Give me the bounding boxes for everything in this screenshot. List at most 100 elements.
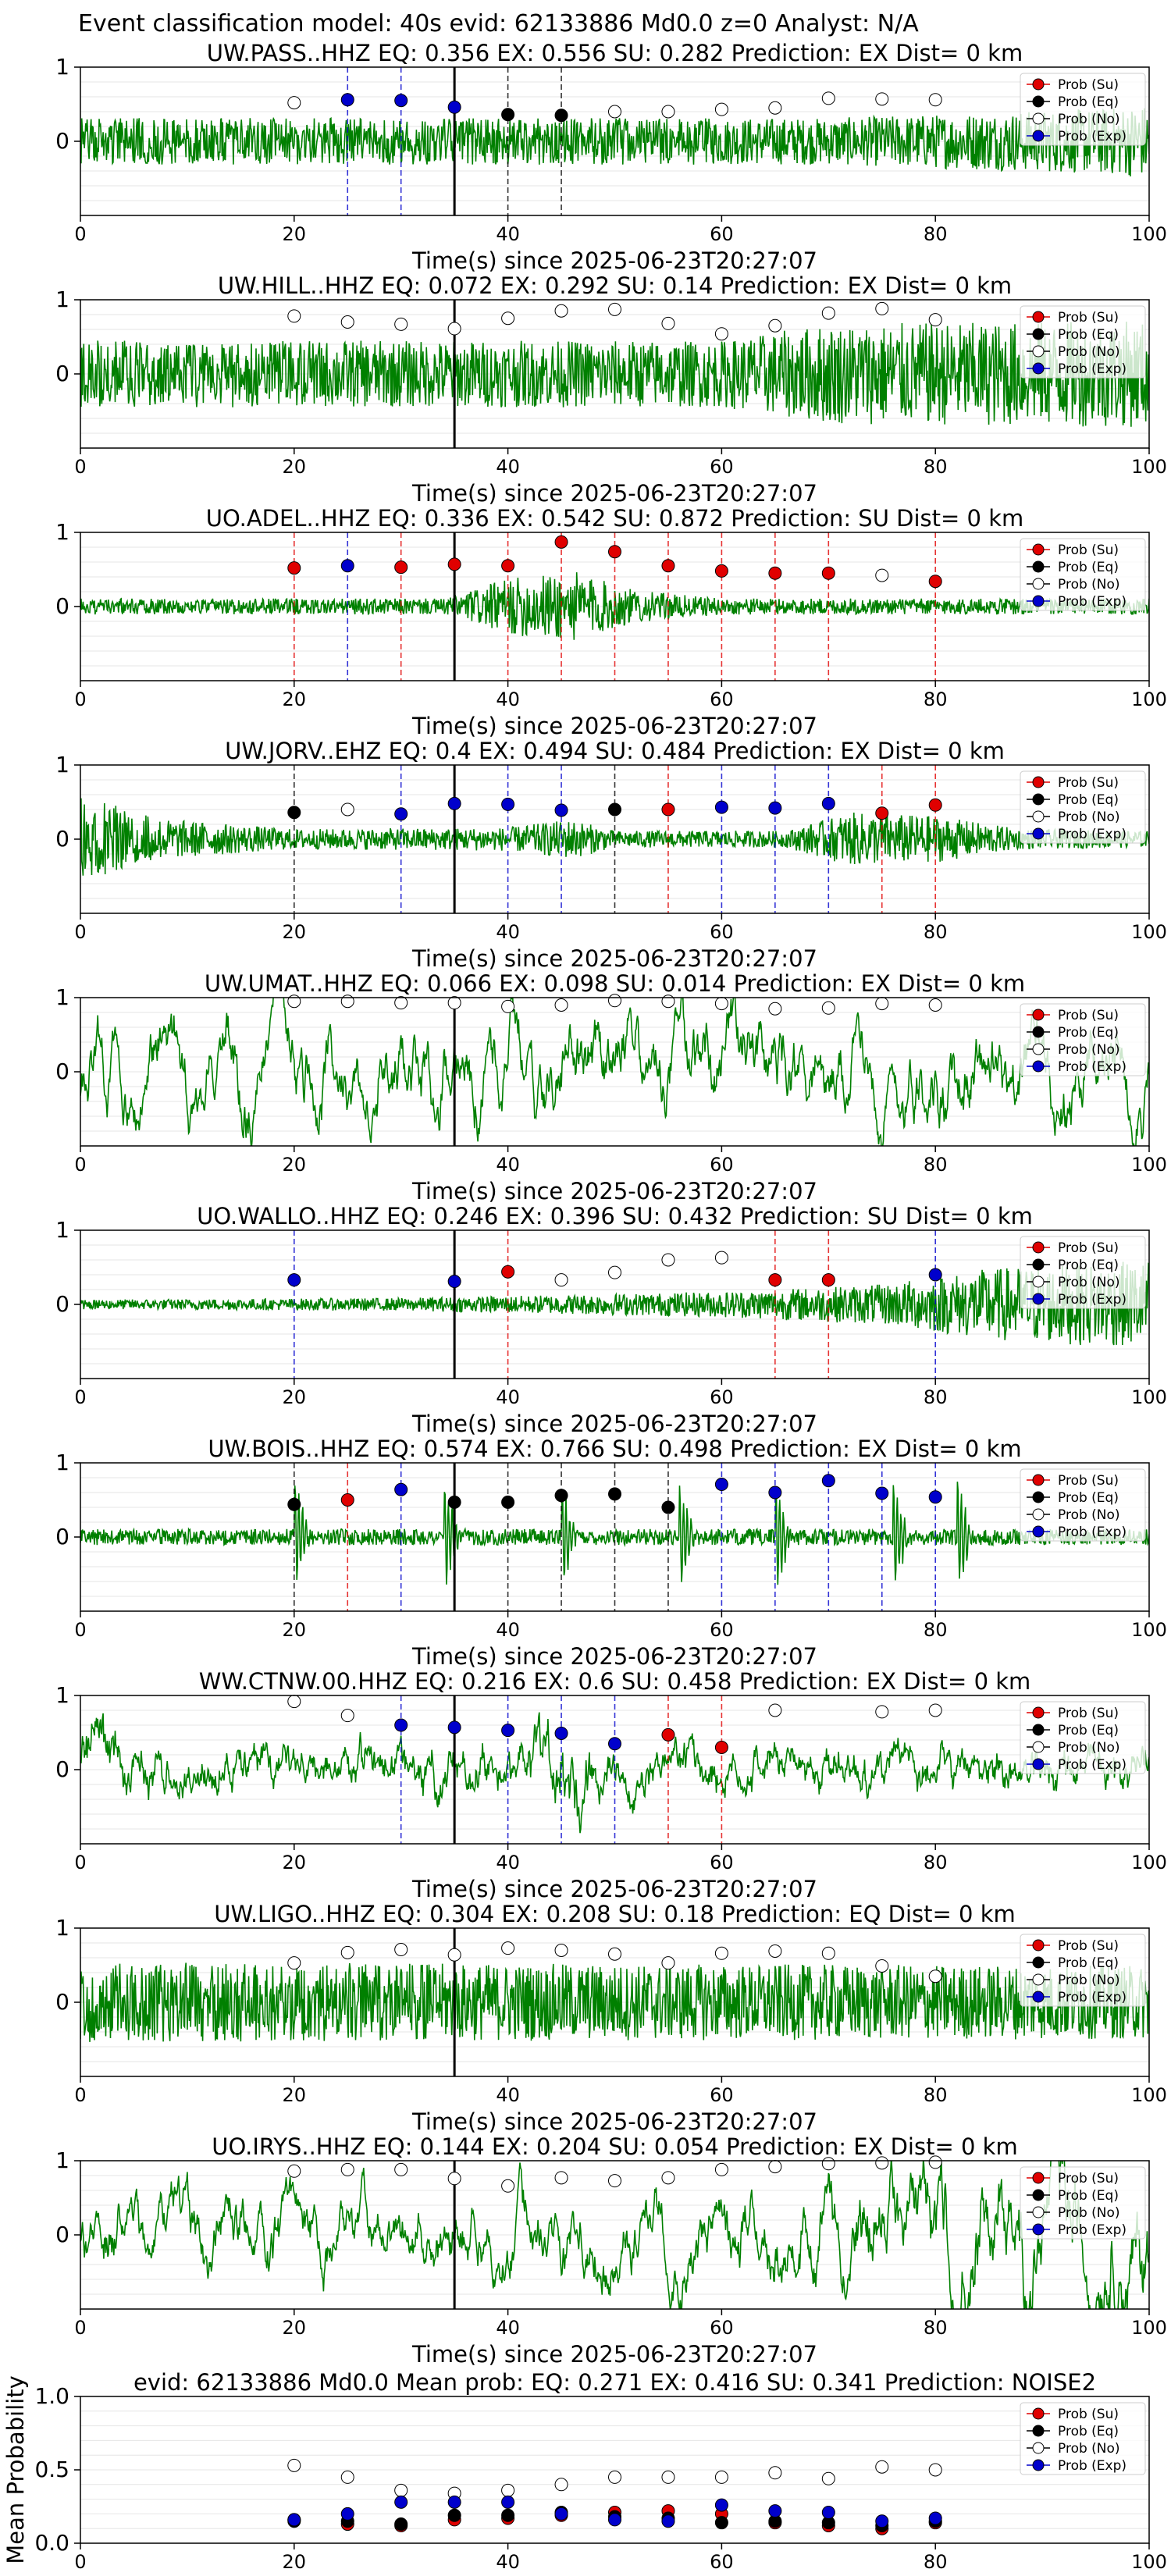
prob-point-no: [661, 1253, 675, 1267]
prob-point-su: [447, 557, 461, 571]
x-tick-label: 100: [1131, 1154, 1167, 1176]
prob-point-su: [661, 559, 675, 573]
prob-point-no: [928, 2155, 942, 2169]
legend-label-exp: Prob (Exp): [1058, 1292, 1127, 1308]
legend-marker-exp: [1032, 1293, 1045, 1305]
x-tick-label: 0: [74, 1154, 86, 1176]
axes-frame: [80, 1462, 1150, 1612]
prob-point-no: [821, 306, 835, 320]
figure-suptitle: Event classification model: 40s evid: 62…: [78, 10, 919, 37]
prob-point-eq: [287, 806, 301, 820]
legend-label-no: Prob (No): [1058, 1042, 1120, 1058]
legend-marker-eq: [1032, 1491, 1045, 1503]
mean-prob-point-no: [501, 2483, 515, 2497]
x-tick-label: 0: [74, 1852, 86, 1873]
prob-point-exp: [768, 1485, 782, 1500]
prob-point-no: [928, 93, 942, 107]
legend-label-exp: Prob (Exp): [1058, 594, 1127, 610]
x-tick-label: 20: [283, 1619, 307, 1641]
legend-label-no: Prob (No): [1058, 2205, 1120, 2221]
mean-prob-point-exp: [554, 2507, 568, 2521]
prob-point-exp: [928, 1268, 942, 1282]
y-axis-label: Mean Probability: [2, 2375, 29, 2564]
legend-label-eq: Prob (Eq): [1058, 1723, 1119, 1738]
x-tick-label: 20: [283, 1852, 307, 1873]
x-tick-label: 80: [924, 1619, 948, 1641]
prob-point-no: [340, 1709, 354, 1723]
y-tick-label: 1: [55, 519, 69, 545]
prob-point-su: [501, 1265, 515, 1279]
prob-point-no: [340, 802, 354, 817]
mean-prob-point-no: [394, 2483, 408, 2497]
x-tick-label: 60: [710, 223, 734, 245]
x-tick-label: 80: [924, 2551, 948, 2573]
legend-label-eq: Prob (Eq): [1058, 792, 1119, 808]
legend-box: [1020, 1236, 1146, 1309]
y-tick-label: 1: [55, 984, 69, 1010]
axes-frame: [80, 1695, 1150, 1845]
plot-area: [80, 998, 1149, 1146]
x-tick-label: 40: [496, 2551, 520, 2573]
prob-point-exp: [928, 1490, 942, 1504]
legend-label-exp: Prob (Exp): [1058, 361, 1127, 377]
x-tick-label: 100: [1131, 921, 1167, 943]
x-tick-label: 100: [1131, 456, 1167, 478]
prob-point-su: [554, 535, 568, 549]
prob-point-no: [768, 1944, 782, 1958]
prob-point-no: [501, 999, 515, 1013]
legend-label-su: Prob (Su): [1058, 775, 1119, 791]
legend-label-exp: Prob (Exp): [1058, 827, 1127, 842]
y-tick-label: 0: [55, 1059, 69, 1084]
legend-marker-no: [1032, 1973, 1045, 1986]
waveform-trace: [80, 322, 1149, 427]
y-tick-label: 0: [55, 2222, 69, 2247]
x-axis-label: Time(s) since 2025-06-23T20:27:07: [411, 480, 817, 507]
prob-point-no: [875, 92, 889, 106]
prob-point-no: [768, 1703, 782, 1717]
x-tick-label: 40: [496, 2084, 520, 2106]
prob-point-su: [714, 1741, 728, 1754]
prob-point-no: [554, 998, 568, 1012]
prob-point-exp: [714, 800, 728, 814]
prob-point-no: [821, 1946, 835, 1960]
mean-prob-point-exp: [875, 2514, 889, 2528]
legend-marker-su: [1032, 311, 1045, 323]
prob-point-no: [394, 317, 408, 331]
x-tick-label: 100: [1131, 1619, 1167, 1641]
prob-point-su: [875, 806, 889, 820]
chart-title: UW.JORV..EHZ EQ: 0.4 EX: 0.494 SU: 0.484…: [225, 738, 1005, 764]
mean-prob-point-exp: [501, 2495, 515, 2509]
x-axis-label: Time(s) since 2025-06-23T20:27:07: [411, 1178, 817, 1204]
axes-frame: [80, 299, 1150, 449]
prob-point-no: [608, 302, 621, 316]
x-axis-label: Time(s) since 2025-06-23T20:27:07: [411, 2341, 817, 2368]
prob-point-exp: [768, 801, 782, 815]
chart-panel-5: UW.UMAT..HHZ EQ: 0.066 EX: 0.098 SU: 0.0…: [55, 970, 1167, 1204]
x-tick-label: 80: [924, 456, 948, 478]
mean-prob-point-exp: [287, 2513, 301, 2527]
x-tick-label: 40: [496, 2317, 520, 2339]
legend-label-su: Prob (Su): [1058, 310, 1119, 326]
prob-point-su: [340, 1493, 354, 1507]
prob-point-su: [768, 1273, 782, 1287]
y-tick-label: 0: [55, 1291, 69, 1317]
mean-prob-point-exp: [661, 2514, 675, 2528]
prob-point-su: [501, 559, 515, 573]
prob-point-su: [928, 575, 942, 589]
plot-area: [80, 300, 1149, 448]
x-tick-label: 0: [74, 223, 86, 245]
x-tick-label: 40: [496, 1619, 520, 1641]
x-tick-label: 100: [1131, 1386, 1167, 1408]
y-tick-label: 0: [55, 361, 69, 386]
chart-title: UO.WALLO..HHZ EQ: 0.246 EX: 0.396 SU: 0.…: [197, 1203, 1033, 1229]
chart-panel-9: UW.LIGO..HHZ EQ: 0.304 EX: 0.208 SU: 0.1…: [55, 1901, 1167, 2135]
y-tick-label: 0: [55, 128, 69, 154]
legend-box: [1020, 1701, 1146, 1774]
prob-point-no: [340, 994, 354, 1009]
prob-point-exp: [501, 797, 515, 811]
prob-point-su: [821, 566, 835, 580]
legend-label-exp: Prob (Exp): [1058, 129, 1127, 144]
plot-area: [80, 67, 1149, 215]
mean-prob-point-exp: [447, 2495, 461, 2509]
prob-point-no: [340, 315, 354, 329]
